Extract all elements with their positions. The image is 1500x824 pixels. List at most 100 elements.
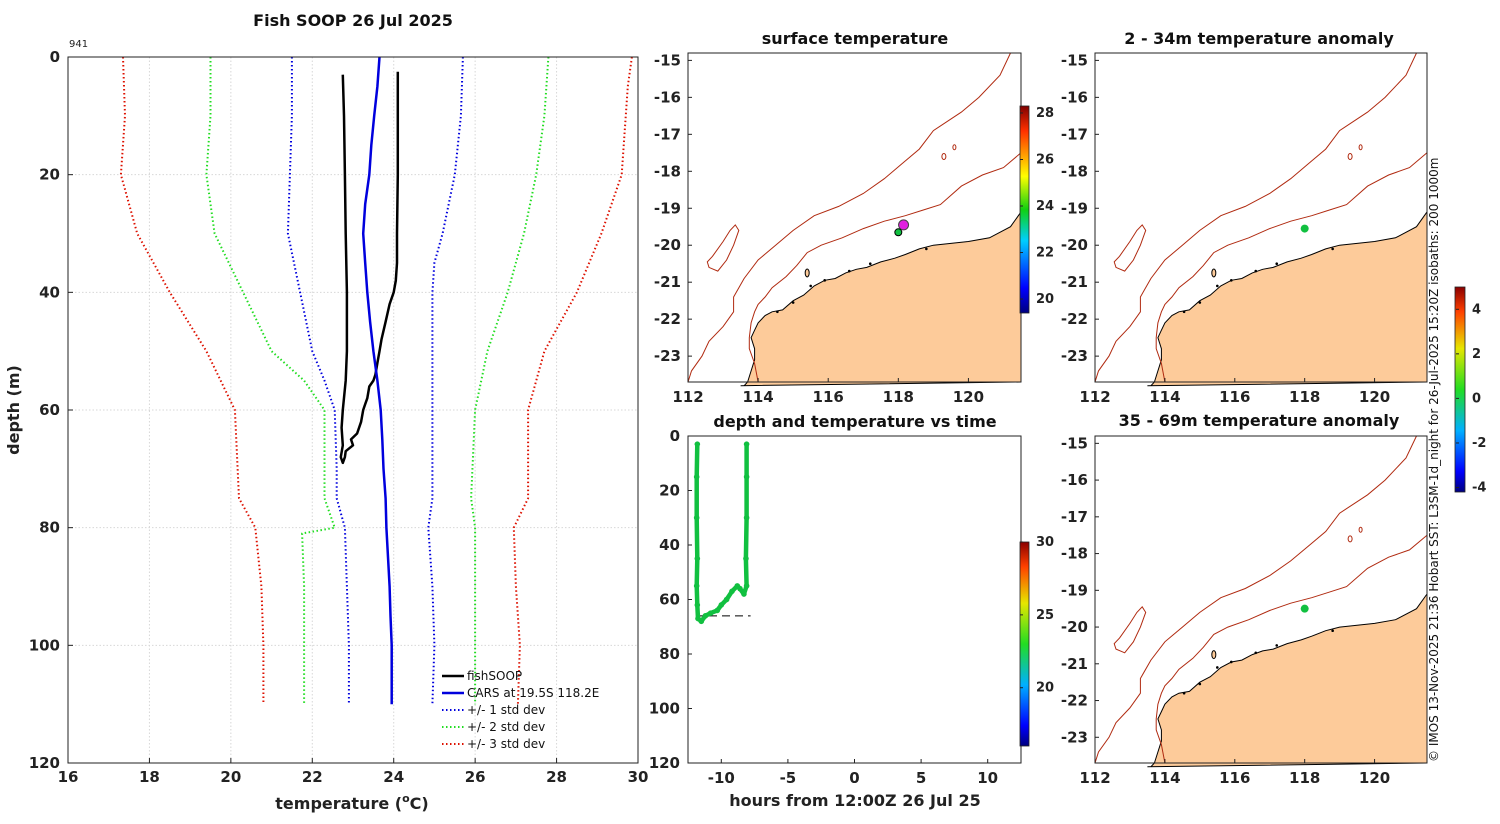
map-isobath-200m	[1155, 534, 1428, 764]
map-ytick-label: -20	[1061, 618, 1088, 636]
map-ytick-label: -16	[1061, 471, 1088, 489]
time-track-point	[718, 602, 725, 608]
legend-label-std1: +/- 1 std dev	[467, 703, 545, 717]
map-reef-rowley	[941, 153, 947, 161]
colorbar-anomaly-tick-label: 2	[1472, 347, 1481, 362]
map-coastal-islet	[868, 262, 872, 266]
time-xtick-label: 10	[977, 769, 998, 787]
time-ytick-label: 120	[649, 754, 680, 772]
time-track-line	[694, 441, 749, 624]
time-track-point	[737, 585, 743, 592]
map-ytick-label: -15	[1061, 51, 1088, 69]
map-coastal-islet	[847, 269, 851, 273]
colorbar-anomaly-tick-label: -2	[1472, 436, 1486, 451]
map-landmass	[740, 210, 1022, 387]
map-frame	[1094, 435, 1428, 764]
map-isobath-200m	[1155, 152, 1428, 383]
map-ytick-label: -17	[1061, 125, 1088, 143]
colorbar-sst-tick-label: 28	[1036, 106, 1054, 121]
map-xtick-label: 112	[1079, 388, 1110, 406]
map-coastal-islet	[1182, 691, 1186, 695]
time-track-point	[723, 596, 730, 603]
time-track-point	[694, 602, 701, 608]
profile-ytick-label: 120	[29, 754, 60, 772]
time-title: depth and temperature vs time	[713, 412, 996, 431]
map-observation-marker	[1300, 224, 1309, 233]
map-xtick-label: 114	[1149, 769, 1180, 787]
map-ytick-label: -17	[654, 125, 681, 143]
map-ytick-label: -22	[1061, 310, 1088, 328]
map-ytick-label: -22	[1061, 692, 1088, 710]
map-coastal-islet	[1216, 666, 1219, 669]
profile-ytick-label: 20	[39, 166, 60, 184]
map-coastal-islet	[791, 301, 795, 304]
map-observation-marker	[898, 219, 910, 231]
map-coastal-islet	[1331, 247, 1334, 251]
profile-xtick-label: 24	[383, 768, 404, 786]
colorbar-anomaly-tick-label: 0	[1472, 391, 1481, 406]
time-track-point	[698, 618, 705, 625]
map-isobath-200m	[748, 152, 1022, 383]
map-xtick-label: 120	[1359, 388, 1390, 406]
map-reef-island	[1113, 605, 1147, 654]
profile-ytick-label: 80	[39, 519, 60, 537]
map-reef-island	[1113, 224, 1147, 272]
map-ytick-label: -23	[1061, 728, 1088, 746]
time-track-point	[694, 555, 701, 562]
map-anomaly-deep: 35 - 69m temperature anomaly 112 114 116 11…	[1061, 411, 1428, 787]
map-ytick-label: -19	[1061, 581, 1088, 599]
map-isobath-1000m	[1094, 435, 1417, 764]
map-ytick-label: -19	[1061, 199, 1088, 217]
colorbar-time-gradient	[1019, 541, 1030, 747]
map-coastal-islet	[925, 247, 928, 251]
profile-legend: fishSOOP CARS at 19.5S 118.2E +/- 1 std …	[442, 669, 599, 751]
map-frame	[1094, 52, 1428, 383]
profile-xtick-label: 22	[302, 768, 323, 786]
profile-id-label: 941	[69, 39, 88, 50]
profile-series-line	[286, 57, 350, 705]
time-frame	[687, 435, 1022, 764]
map-coastal-islet	[776, 310, 779, 314]
map-xtick-label: 114	[1149, 388, 1180, 406]
time-track-point	[702, 613, 709, 619]
map-xtick-label: 112	[1079, 769, 1110, 787]
profile-series-line	[512, 56, 633, 705]
time-ytick-label: 100	[649, 700, 680, 718]
map-coastal-islet	[1229, 279, 1233, 282]
time-xtick-label: -5	[780, 769, 797, 787]
profile-title: Fish SOOP 26 Jul 2025	[253, 11, 453, 30]
map-ytick-label: -20	[1061, 236, 1088, 254]
profile-panel: Fish SOOP 26 Jul 2025 941 16 18 20 22 24 26 28…	[4, 11, 648, 813]
profile-series-line	[339, 71, 400, 465]
map-anom-deep-title: 35 - 69m temperature anomaly	[1119, 411, 1400, 430]
profile-lines	[119, 56, 633, 705]
time-track-point	[693, 514, 700, 521]
map-coastal-islet	[1198, 301, 1202, 304]
map-coastal-islet	[1275, 262, 1279, 266]
profile-ytick-label: 60	[39, 401, 60, 419]
profile-xtick-label: 28	[546, 768, 567, 786]
map-landmass	[1147, 210, 1428, 387]
profile-series-line	[470, 56, 550, 705]
profile-series-line	[119, 56, 265, 705]
map-xtick-label: 114	[742, 388, 773, 406]
map-xtick-label: 118	[883, 388, 914, 406]
profile-ytick-label: 0	[50, 48, 60, 66]
map-ytick-label: -15	[1061, 434, 1088, 452]
map-xtick-label: 116	[813, 388, 844, 406]
map-anom-shallow-title: 2 - 34m temperature anomaly	[1124, 29, 1394, 48]
map-coastal-islet	[1254, 651, 1258, 655]
map-observation-marker	[1300, 604, 1309, 613]
map-ytick-label: -21	[1061, 273, 1088, 291]
colorbar-anomaly-tick-label: 4	[1472, 302, 1481, 317]
map-ytick-label: -15	[654, 51, 681, 69]
time-xtick-label: -10	[708, 769, 735, 787]
map-xtick-label: 118	[1289, 388, 1320, 406]
time-track-point	[707, 610, 714, 616]
map-coastal-islet	[1182, 310, 1186, 314]
legend-label-cars: CARS at 19.5S 118.2E	[467, 686, 599, 700]
time-track-point	[743, 441, 750, 447]
